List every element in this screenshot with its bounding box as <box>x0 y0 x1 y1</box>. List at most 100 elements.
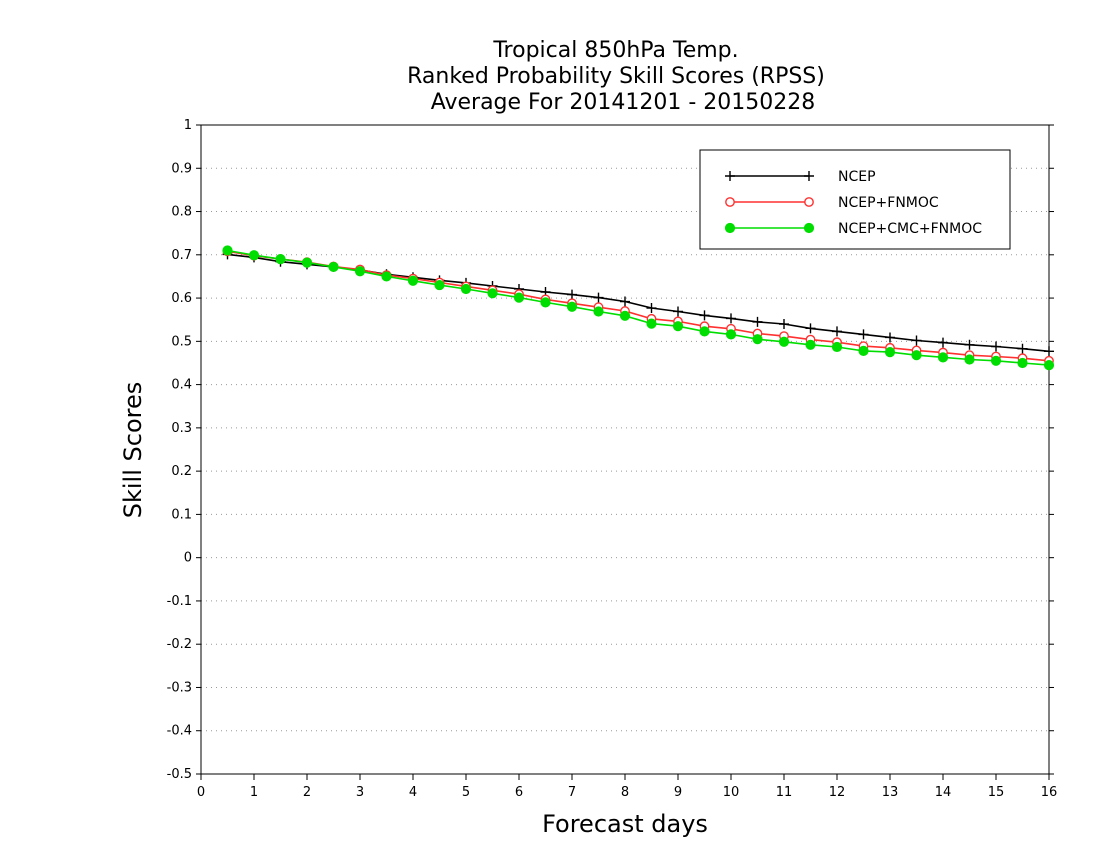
x-tick-label: 4 <box>409 785 417 800</box>
data-point-ncep <box>964 339 975 350</box>
data-point-ncep-cmc-fnmoc <box>460 283 472 295</box>
chart-title: Tropical 850hPa Temp. Ranked Probability… <box>407 38 825 115</box>
y-tick-label: 1 <box>184 118 192 133</box>
x-tick-label: 1 <box>250 785 258 800</box>
data-point-ncep-cmc-fnmoc <box>752 334 763 345</box>
y-tick-label: 0 <box>184 551 192 566</box>
legend-marker-ncep-cmc-fnmoc <box>803 222 815 234</box>
data-point-ncep <box>593 292 604 303</box>
data-point-ncep-cmc-fnmoc <box>778 336 790 347</box>
data-point-ncep <box>938 337 948 348</box>
data-point-ncep-cmc-fnmoc <box>407 275 419 286</box>
data-point-ncep-cmc-fnmoc <box>222 245 233 256</box>
x-tick-label: 6 <box>515 785 523 800</box>
y-tick-label: 0.4 <box>171 378 192 393</box>
legend-marker-ncep-fnmoc <box>725 197 735 207</box>
data-point-ncep-cmc-fnmoc <box>593 306 604 317</box>
data-point-ncep-cmc-fnmoc <box>248 250 260 261</box>
y-tick-label: 0.9 <box>171 161 192 176</box>
data-point-ncep-cmc-fnmoc <box>725 329 737 340</box>
series-line-ncep-fnmoc <box>227 250 1050 362</box>
data-point-ncep-cmc-fnmoc <box>487 288 498 299</box>
data-point-ncep <box>858 329 869 340</box>
series-layer <box>222 245 1055 371</box>
legend-label-ncep: NCEP <box>838 169 876 185</box>
x-tick-label: 13 <box>882 785 899 800</box>
x-tick-label: 5 <box>462 785 470 800</box>
data-point-ncep <box>885 332 895 343</box>
y-tick-label: 0.1 <box>171 507 192 522</box>
data-point-ncep-cmc-fnmoc <box>831 341 843 353</box>
data-point-ncep-cmc-fnmoc <box>858 345 869 356</box>
y-tick-label: -0.3 <box>167 680 192 695</box>
data-point-ncep <box>673 306 683 317</box>
legend-marker-ncep <box>804 171 814 181</box>
x-tick-label: 15 <box>988 785 1005 800</box>
data-point-ncep-cmc-fnmoc <box>884 347 896 358</box>
data-point-ncep-cmc-fnmoc <box>990 355 1002 366</box>
chart-title-line-1: Tropical 850hPa Temp. <box>492 38 738 63</box>
data-point-ncep-cmc-fnmoc <box>275 254 286 265</box>
data-point-ncep <box>805 323 816 334</box>
y-axis-title: Skill Scores <box>119 382 147 519</box>
data-point-ncep-cmc-fnmoc <box>1017 357 1028 369</box>
y-tick-label: 0.5 <box>171 334 192 349</box>
data-point-ncep <box>752 316 763 327</box>
legend-label-ncep-fnmoc: NCEP+FNMOC <box>838 195 939 211</box>
legend-box <box>699 149 1011 250</box>
data-point-ncep-cmc-fnmoc <box>354 266 366 277</box>
chart-title-line-2: Ranked Probability Skill Scores (RPSS) <box>407 64 825 89</box>
y-tick-label: 0.7 <box>171 248 192 263</box>
data-point-ncep <box>1017 343 1028 354</box>
y-tick-label: -0.1 <box>167 594 192 609</box>
x-tick-label: 7 <box>568 785 576 800</box>
data-point-ncep-cmc-fnmoc <box>964 354 975 365</box>
chart-title-line-3: Average For 20141201 - 20150228 <box>431 90 816 115</box>
data-point-ncep-cmc-fnmoc <box>513 292 525 303</box>
series-ncep-fnmoc <box>222 246 1054 366</box>
grid-lines <box>201 167 1049 732</box>
data-point-ncep-cmc-fnmoc <box>1043 360 1055 371</box>
y-axis: -0.5 -0.4 -0.3 -0.2 -0.1 0 0.1 0.2 0.3 0.4 0.5 0.6 0… <box>167 118 1054 782</box>
x-tick-label: 8 <box>621 785 629 800</box>
x-axis: 0 1 2 3 4 5 6 7 8 9 10 11 12 13 14 15 16 <box>197 774 1057 800</box>
x-axis-title: Forecast days <box>542 810 708 838</box>
data-point-ncep-cmc-fnmoc <box>646 318 657 329</box>
data-point-ncep-cmc-fnmoc <box>805 339 816 350</box>
y-tick-label: 0.8 <box>171 205 192 220</box>
data-point-ncep <box>991 341 1001 352</box>
data-point-ncep <box>646 303 657 314</box>
y-tick-label: -0.4 <box>167 724 192 739</box>
data-point-ncep-cmc-fnmoc <box>619 310 631 321</box>
y-tick-label: -0.2 <box>167 637 192 652</box>
x-tick-label: 2 <box>303 785 311 800</box>
x-tick-label: 0 <box>197 785 205 800</box>
data-point-ncep-cmc-fnmoc <box>381 271 392 282</box>
x-tick-label: 16 <box>1041 785 1058 800</box>
legend: NCEP NCEP+FNMOC NCEP+CMC+FNMOC <box>699 149 1011 250</box>
x-tick-label: 11 <box>776 785 793 800</box>
data-point-ncep <box>779 319 789 330</box>
y-tick-label: 0.6 <box>171 291 192 306</box>
x-tick-label: 9 <box>674 785 682 800</box>
y-tick-label: -0.5 <box>167 767 192 782</box>
series-ncep-cmc-fnmoc <box>222 245 1055 371</box>
data-point-ncep-cmc-fnmoc <box>301 257 313 268</box>
legend-label-ncep-cmc-fnmoc: NCEP+CMC+FNMOC <box>838 221 982 237</box>
data-point-ncep-cmc-fnmoc <box>937 352 949 363</box>
series-ncep <box>222 249 1054 357</box>
data-point-ncep <box>832 326 842 337</box>
legend-marker-ncep-fnmoc <box>804 197 814 207</box>
data-point-ncep <box>620 296 630 307</box>
data-point-ncep-cmc-fnmoc <box>911 350 922 361</box>
data-point-ncep-cmc-fnmoc <box>434 279 445 291</box>
x-tick-label: 12 <box>829 785 846 800</box>
data-point-ncep-cmc-fnmoc <box>672 321 684 332</box>
legend-marker-ncep-cmc-fnmoc <box>724 222 736 234</box>
data-point-ncep <box>567 289 577 300</box>
x-tick-label: 14 <box>935 785 952 800</box>
data-point-ncep-cmc-fnmoc <box>328 261 339 273</box>
data-point-ncep <box>911 335 922 346</box>
data-point-ncep-cmc-fnmoc <box>699 326 710 337</box>
